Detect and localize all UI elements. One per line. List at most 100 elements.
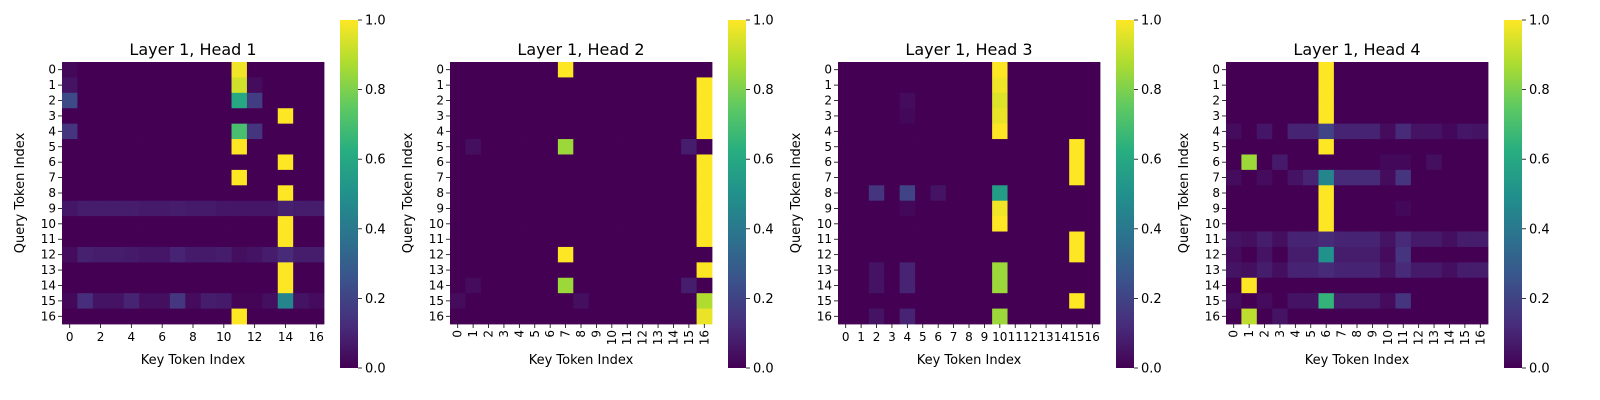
heatmap-cell bbox=[108, 185, 125, 202]
x-tick-label: 3 bbox=[497, 330, 511, 338]
heatmap-cell bbox=[293, 185, 309, 202]
heatmap-cell bbox=[542, 293, 559, 309]
heatmap-cell bbox=[1380, 62, 1396, 78]
heatmap-cell bbox=[527, 62, 543, 78]
heatmap-cell bbox=[899, 169, 916, 186]
heatmap-cell bbox=[1472, 216, 1489, 232]
heatmap-cell bbox=[1022, 123, 1039, 140]
heatmap-cell bbox=[961, 293, 978, 309]
heatmap-cell bbox=[853, 185, 870, 202]
heatmap-cell bbox=[1256, 108, 1273, 125]
heatmap-cell bbox=[557, 154, 574, 171]
heatmap-cell bbox=[945, 185, 962, 202]
heatmap-cell bbox=[1069, 77, 1085, 94]
heatmap-cell bbox=[573, 185, 590, 202]
heatmap-cell bbox=[1053, 185, 1070, 202]
heatmap-cell bbox=[77, 200, 94, 217]
heatmap-cell bbox=[915, 77, 931, 94]
x-tick-label: 11 bbox=[620, 330, 634, 345]
heatmap-cell bbox=[1226, 185, 1242, 202]
colorbar-tick-label: 0.2 bbox=[753, 292, 774, 307]
heatmap-cell bbox=[1053, 262, 1070, 279]
heatmap-cell bbox=[573, 277, 590, 294]
heatmap-cell bbox=[450, 200, 466, 217]
heatmap-cell bbox=[246, 246, 263, 263]
heatmap-cell bbox=[246, 92, 263, 109]
heatmap-cell bbox=[216, 108, 232, 125]
heatmap-cell bbox=[1303, 169, 1319, 186]
heatmap-cell bbox=[1007, 293, 1024, 309]
heatmap-cell bbox=[108, 277, 125, 294]
heatmap-cell bbox=[216, 123, 232, 140]
heatmap-cell bbox=[542, 277, 559, 294]
y-tick-label: 9 bbox=[1212, 201, 1220, 215]
heatmap-cell bbox=[216, 231, 232, 248]
heatmap-cell bbox=[681, 92, 697, 109]
x-tick-label: 2 bbox=[1258, 330, 1272, 338]
heatmap-cell bbox=[480, 77, 497, 94]
heatmap-cell bbox=[681, 77, 697, 94]
heatmap-cell bbox=[154, 262, 171, 279]
heatmap-cell bbox=[681, 231, 697, 248]
heatmap-cell bbox=[1457, 262, 1473, 279]
heatmap-cell bbox=[77, 62, 94, 78]
y-tick-label: 3 bbox=[436, 109, 444, 123]
heatmap-cell bbox=[665, 308, 682, 325]
heatmap-cell bbox=[681, 169, 697, 186]
heatmap-cell bbox=[1256, 200, 1273, 217]
heatmap-cell bbox=[665, 108, 682, 125]
heatmap-cell bbox=[1395, 277, 1412, 294]
x-tick-label: 2 bbox=[873, 330, 881, 344]
heatmap-cell bbox=[511, 108, 528, 125]
heatmap-cell bbox=[480, 262, 497, 279]
heatmap-cell bbox=[619, 62, 636, 78]
x-tick-label: 14 bbox=[666, 330, 680, 345]
heatmap-cell bbox=[853, 108, 870, 125]
heatmap-cell bbox=[884, 308, 901, 325]
heatmap-cell bbox=[557, 277, 574, 294]
heatmap-cell bbox=[696, 231, 713, 248]
heatmap-cell bbox=[200, 77, 217, 94]
chart-title: Layer 1, Head 1 bbox=[129, 40, 256, 59]
heatmap-cell bbox=[1069, 169, 1085, 186]
heatmap-cell bbox=[450, 231, 466, 248]
heatmap-cell bbox=[450, 154, 466, 171]
heatmap-cell bbox=[1333, 262, 1350, 279]
heatmap-cell bbox=[868, 123, 885, 140]
heatmap-cell bbox=[1007, 185, 1024, 202]
heatmap-cell bbox=[154, 62, 171, 78]
heatmap-cell bbox=[542, 139, 559, 155]
heatmap-cell bbox=[542, 169, 559, 186]
heatmap-cell bbox=[1038, 262, 1055, 279]
x-tick-label: 4 bbox=[904, 330, 912, 344]
heatmap-cell bbox=[1349, 246, 1366, 263]
heatmap-cell bbox=[619, 77, 636, 94]
colorbar-tick-label: 0.4 bbox=[365, 222, 386, 237]
heatmap-cell bbox=[465, 200, 482, 217]
colorbar-gradient bbox=[340, 20, 358, 368]
heatmap-cell bbox=[992, 308, 1008, 325]
heatmap-cell bbox=[185, 277, 202, 294]
heatmap-cell bbox=[216, 277, 232, 294]
heatmap-cell bbox=[169, 77, 186, 94]
heatmap-cell bbox=[930, 169, 947, 186]
x-tick-label: 1 bbox=[857, 330, 865, 344]
x-tick-label: 14 bbox=[1054, 330, 1069, 344]
heatmap-cell bbox=[634, 169, 651, 186]
heatmap-cell bbox=[1364, 293, 1381, 309]
heatmap-cell bbox=[853, 77, 870, 94]
heatmap-cell bbox=[169, 277, 186, 294]
heatmap-cell bbox=[1333, 62, 1350, 78]
x-tick-label: 11 bbox=[1396, 330, 1410, 345]
heatmap-cell bbox=[1287, 277, 1304, 294]
heatmap-cell bbox=[992, 62, 1008, 78]
x-tick-label: 2 bbox=[97, 330, 105, 344]
heatmap-cell bbox=[62, 308, 78, 325]
heatmap-cell bbox=[1256, 139, 1273, 155]
heatmap-cell bbox=[1069, 154, 1085, 171]
heatmap-cell bbox=[231, 216, 248, 232]
heatmap-cell bbox=[1395, 246, 1412, 263]
heatmap-cell bbox=[1441, 154, 1458, 171]
heatmap-cell bbox=[1441, 200, 1458, 217]
heatmap-cell bbox=[262, 231, 279, 248]
